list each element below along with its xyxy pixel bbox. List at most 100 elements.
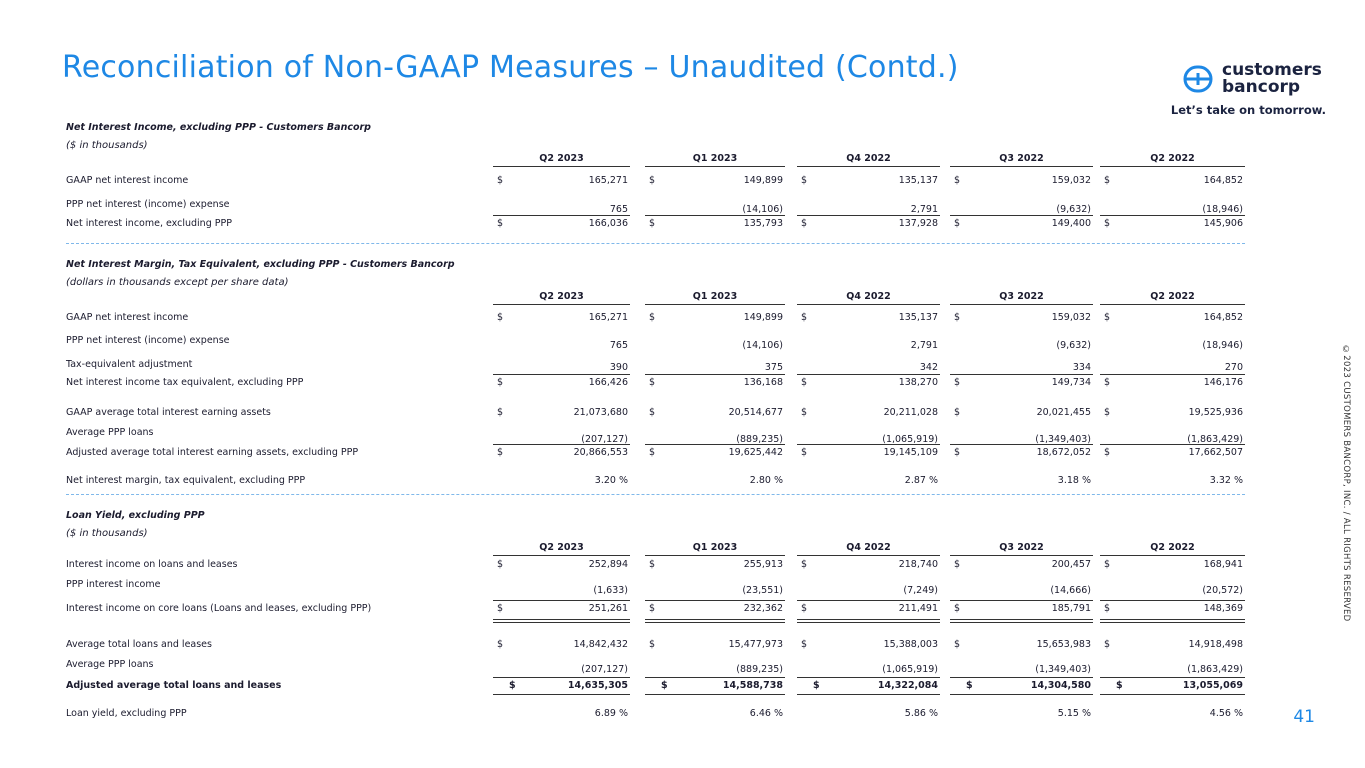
double-rule — [797, 619, 940, 620]
cell-value: 14,322,084 — [877, 680, 938, 691]
total-rule — [950, 694, 1093, 695]
total-rule — [493, 215, 630, 216]
row-label: Interest income on core loans (Loans and… — [66, 603, 372, 614]
column-header: Q2 2023 — [539, 542, 584, 553]
header-rule — [797, 555, 940, 556]
total-rule — [645, 444, 785, 445]
header-rule — [950, 555, 1093, 556]
row-label: Average total loans and leases — [66, 639, 212, 650]
row-label: Adjusted average total interest earning … — [66, 447, 359, 458]
cell-value: 334 — [1072, 362, 1091, 373]
cell-value: (1,065,919) — [882, 664, 938, 675]
cell-value: (1,863,429) — [1187, 434, 1243, 445]
cell-value: 145,906 — [1203, 218, 1243, 229]
currency-sign: $ — [497, 175, 504, 186]
row-label: Net interest income, excluding PPP — [66, 218, 232, 229]
total-rule — [645, 600, 785, 601]
cell-value: 14,635,305 — [567, 680, 628, 691]
cell-value: 2,791 — [910, 204, 938, 215]
double-rule — [950, 619, 1093, 620]
cell-value: 14,304,580 — [1030, 680, 1091, 691]
currency-sign: $ — [649, 312, 656, 323]
currency-sign: $ — [1104, 312, 1111, 323]
cell-value: 6.89 % — [594, 708, 628, 719]
total-rule — [645, 215, 785, 216]
currency-sign: $ — [954, 312, 961, 323]
currency-sign: $ — [497, 603, 504, 614]
section-separator — [66, 243, 1245, 244]
double-rule — [1100, 622, 1245, 623]
cell-value: 15,388,003 — [883, 639, 938, 650]
cell-value: (14,666) — [1050, 585, 1091, 596]
column-header: Q2 2022 — [1150, 153, 1195, 164]
cell-value: 15,477,973 — [728, 639, 783, 650]
cell-value: 159,032 — [1051, 312, 1091, 323]
cell-value: 20,021,455 — [1036, 407, 1091, 418]
cell-value: 15,653,983 — [1036, 639, 1091, 650]
header-rule — [950, 304, 1093, 305]
currency-sign: $ — [801, 312, 808, 323]
cell-value: (14,106) — [742, 204, 783, 215]
tagline: Let’s take on tomorrow. — [1170, 103, 1326, 117]
currency-sign: $ — [497, 312, 504, 323]
total-rule — [950, 444, 1093, 445]
cell-value: 135,793 — [743, 218, 783, 229]
cell-value: 200,457 — [1051, 559, 1091, 570]
double-rule — [950, 622, 1093, 623]
cell-value: 2.87 % — [904, 475, 938, 486]
cell-value: 149,734 — [1051, 377, 1091, 388]
cell-value: 232,362 — [743, 603, 783, 614]
cell-value: (1,065,919) — [882, 434, 938, 445]
column-header: Q4 2022 — [846, 291, 891, 302]
total-rule — [1100, 374, 1245, 375]
column-header: Q3 2022 — [999, 291, 1044, 302]
currency-sign: $ — [1104, 639, 1111, 650]
cell-value: 149,899 — [743, 175, 783, 186]
total-rule — [645, 677, 785, 678]
section-subtitle: ($ in thousands) — [66, 528, 148, 539]
cell-value: (9,632) — [1056, 340, 1091, 351]
total-rule — [950, 374, 1093, 375]
currency-sign: $ — [649, 447, 656, 458]
currency-sign: $ — [801, 218, 808, 229]
total-rule — [797, 444, 940, 445]
row-label: Tax-equivalent adjustment — [66, 359, 193, 370]
currency-sign: $ — [954, 407, 961, 418]
currency-sign: $ — [801, 407, 808, 418]
currency-sign: $ — [801, 559, 808, 570]
header-rule — [645, 304, 785, 305]
cell-value: (889,235) — [736, 664, 783, 675]
row-label: GAAP average total interest earning asse… — [66, 407, 271, 418]
cell-value: (1,349,403) — [1035, 434, 1091, 445]
currency-sign: $ — [1104, 603, 1111, 614]
header-rule — [1100, 166, 1245, 167]
header-rule — [493, 555, 630, 556]
logo-icon — [1183, 65, 1213, 93]
row-label: GAAP net interest income — [66, 312, 189, 323]
cell-value: (14,106) — [742, 340, 783, 351]
brand-name: bancorp — [1222, 77, 1301, 97]
cell-value: 17,662,507 — [1188, 447, 1243, 458]
header-rule — [645, 555, 785, 556]
row-label: Interest income on loans and leases — [66, 559, 238, 570]
column-header: Q3 2022 — [999, 542, 1044, 553]
currency-sign: $ — [649, 603, 656, 614]
currency-sign: $ — [509, 680, 516, 691]
header-rule — [797, 304, 940, 305]
cell-value: 2.80 % — [749, 475, 783, 486]
cell-value: (18,946) — [1202, 340, 1243, 351]
column-header: Q2 2022 — [1150, 291, 1195, 302]
header-rule — [493, 304, 630, 305]
column-header: Q1 2023 — [692, 542, 738, 553]
cell-value: (20,572) — [1202, 585, 1243, 596]
row-label: PPP net interest (income) expense — [66, 199, 230, 210]
row-label: PPP interest income — [66, 579, 161, 590]
currency-sign: $ — [1104, 218, 1111, 229]
currency-sign: $ — [649, 175, 656, 186]
cell-value: 3.20 % — [594, 475, 628, 486]
total-rule — [797, 374, 940, 375]
currency-sign: $ — [497, 407, 504, 418]
row-label: GAAP net interest income — [66, 175, 189, 186]
cell-value: 765 — [609, 340, 628, 351]
